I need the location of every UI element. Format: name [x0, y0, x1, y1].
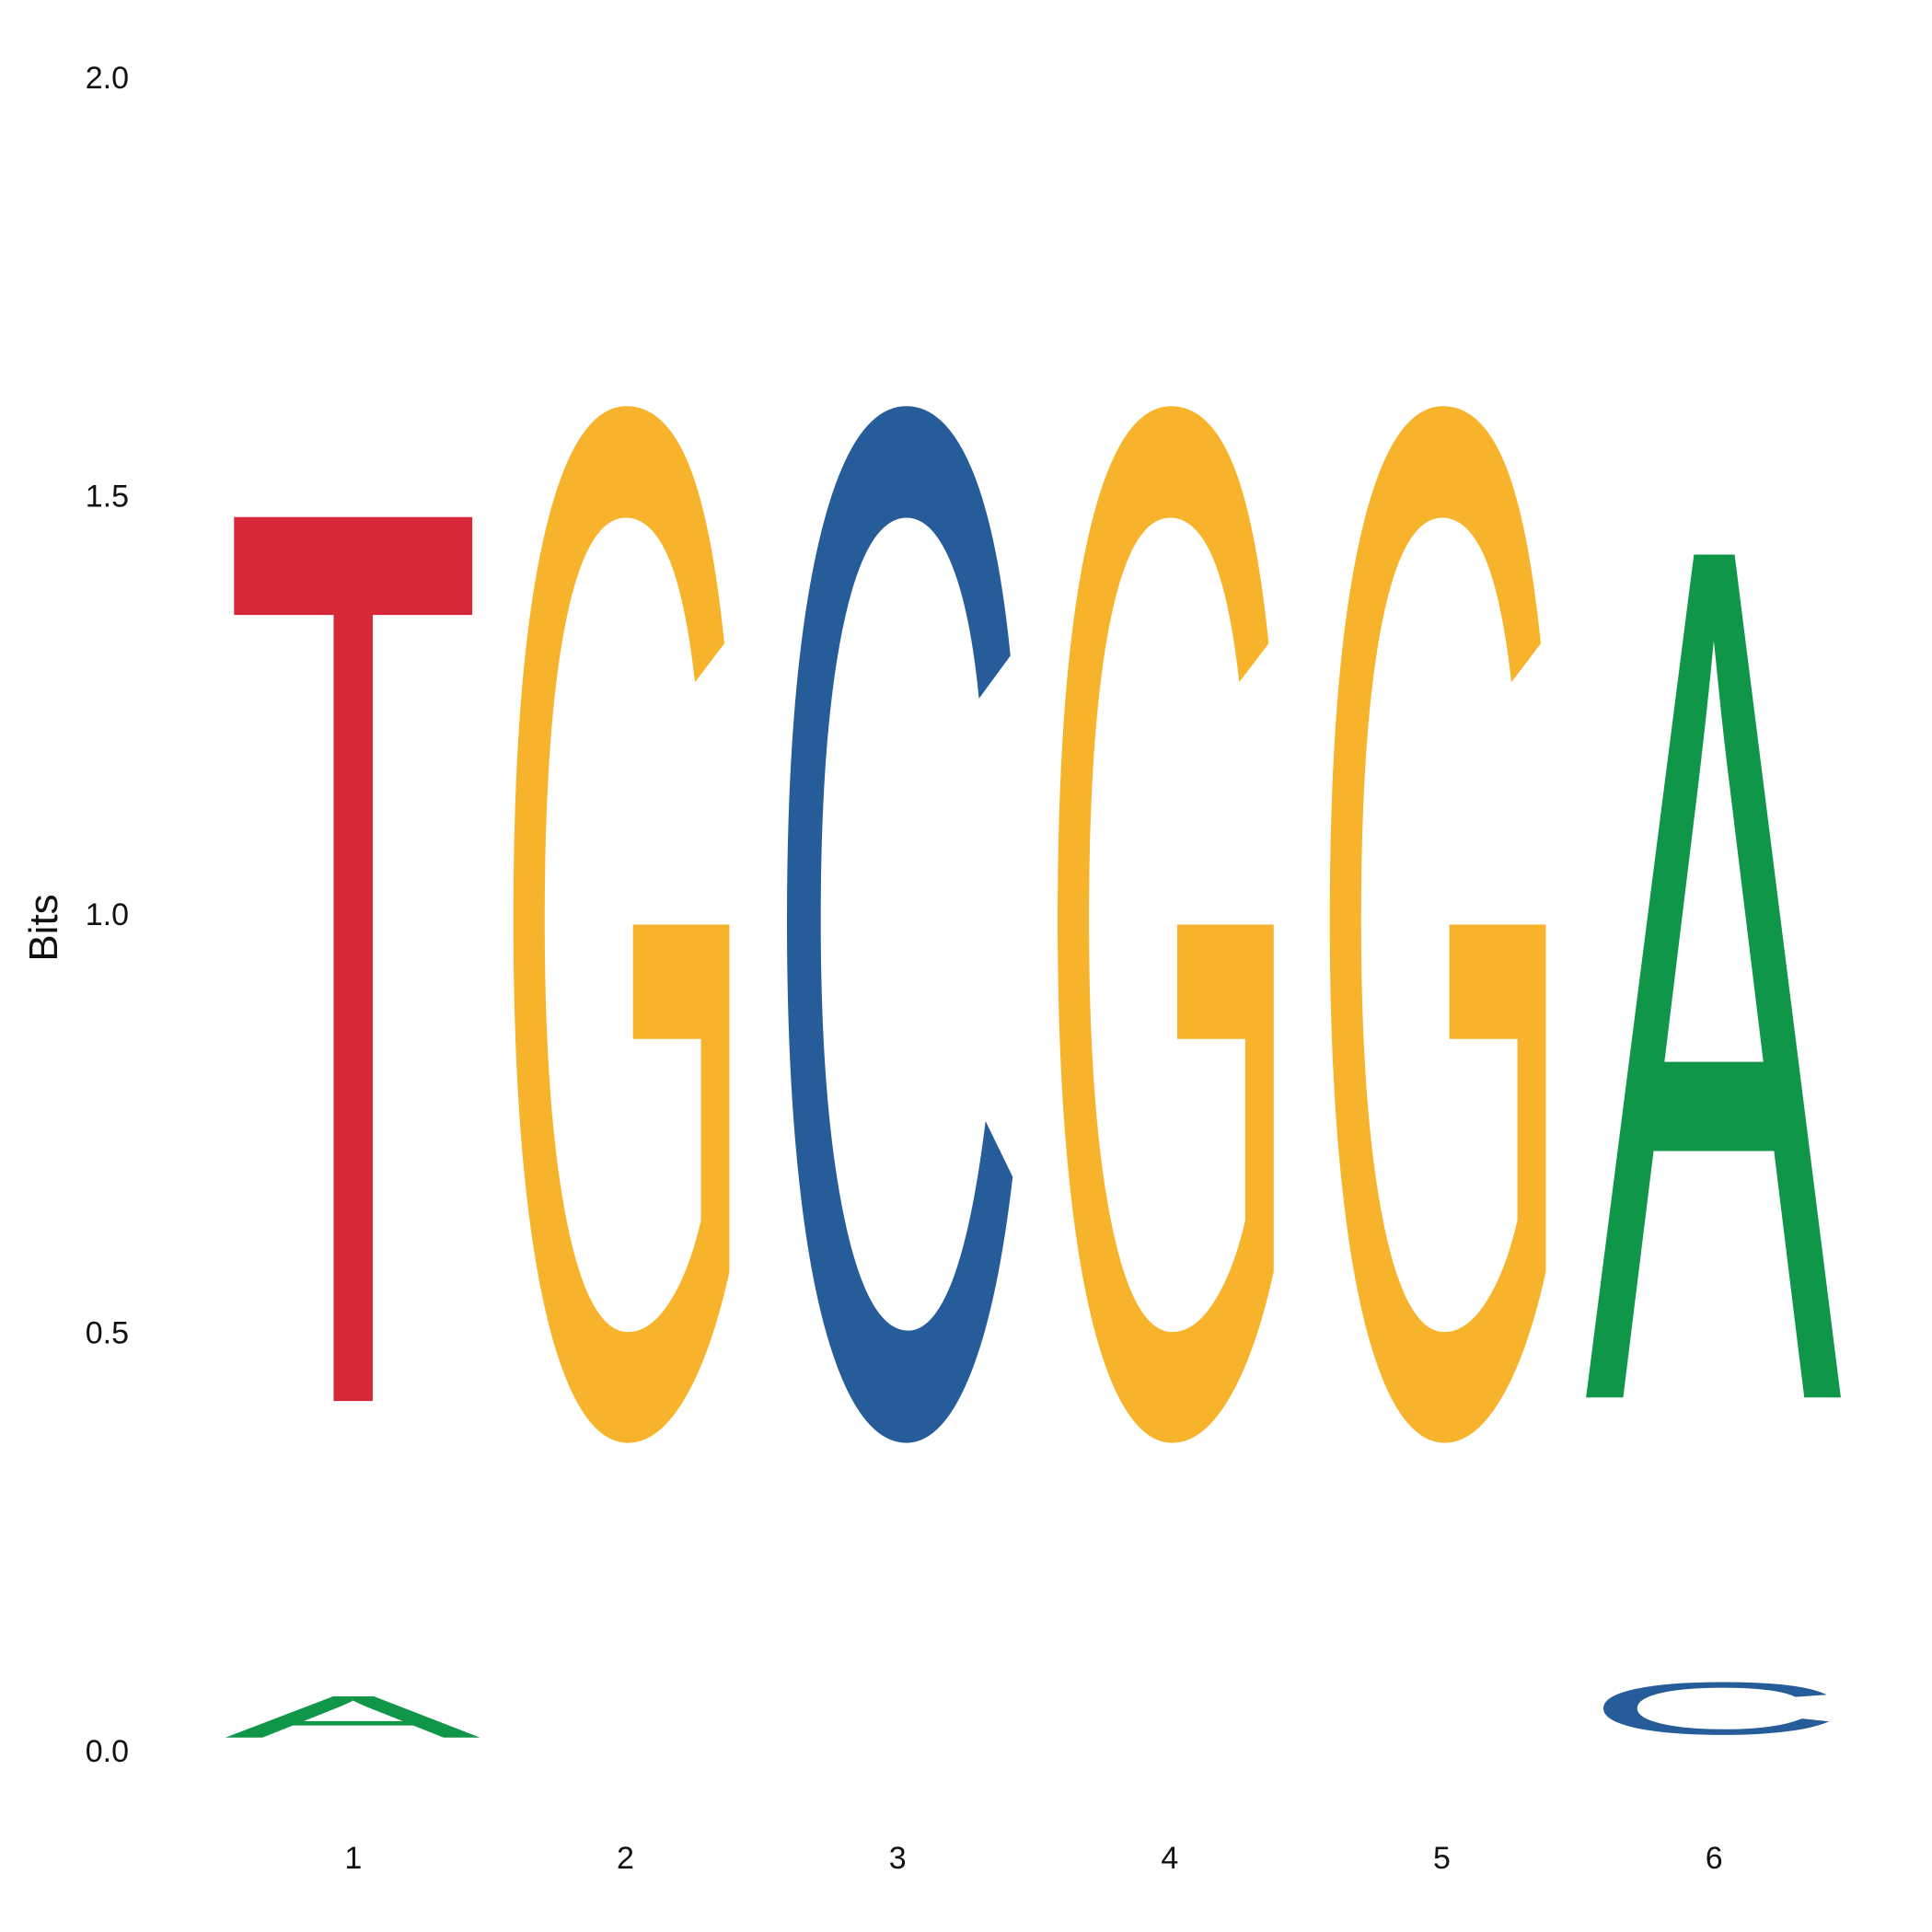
logo-letter-glyph: C [769, 104, 1026, 1740]
x-axis-ticks: 1 2 3 4 5 6 [344, 1841, 1722, 1876]
letter-stacks: AT G C G G CA [225, 104, 1844, 1750]
x-tick-label: 4 [1161, 1841, 1178, 1876]
logo-letter-glyph: C [1585, 1667, 1843, 1751]
x-tick-label: 2 [617, 1841, 634, 1876]
logo-letter-a: A [1585, 290, 1843, 1659]
y-axis-title: Bits [21, 894, 66, 961]
logo-letter-g: G [1313, 104, 1571, 1740]
logo-letter-t: T [225, 239, 482, 1674]
logo-letter-glyph: G [1041, 104, 1299, 1740]
x-tick-label: 5 [1433, 1841, 1451, 1876]
y-tick-label: 0.0 [86, 1734, 129, 1769]
x-tick-label: 3 [889, 1841, 907, 1876]
logo-letter-glyph: T [225, 239, 482, 1674]
logo-letter-glyph: G [497, 104, 755, 1740]
logo-letter-g: G [1041, 104, 1299, 1740]
logo-letter-g: G [497, 104, 755, 1740]
x-tick-label: 6 [1706, 1841, 1723, 1876]
x-tick-label: 1 [344, 1841, 362, 1876]
logo-letter-c: C [1585, 1667, 1843, 1751]
logo-letter-glyph: G [1313, 104, 1571, 1740]
y-tick-label: 1.5 [86, 480, 129, 515]
y-axis-ticks: 0.0 0.5 1.0 1.5 2.0 [86, 61, 129, 1769]
logo-letter-glyph: A [225, 1683, 482, 1750]
logo-letter-c: C [769, 104, 1026, 1740]
y-tick-label: 2.0 [86, 61, 129, 96]
y-tick-label: 1.0 [86, 897, 129, 932]
y-tick-label: 0.5 [86, 1316, 129, 1351]
logo-letter-a: A [225, 1683, 482, 1750]
logo-letter-glyph: A [1585, 290, 1843, 1659]
